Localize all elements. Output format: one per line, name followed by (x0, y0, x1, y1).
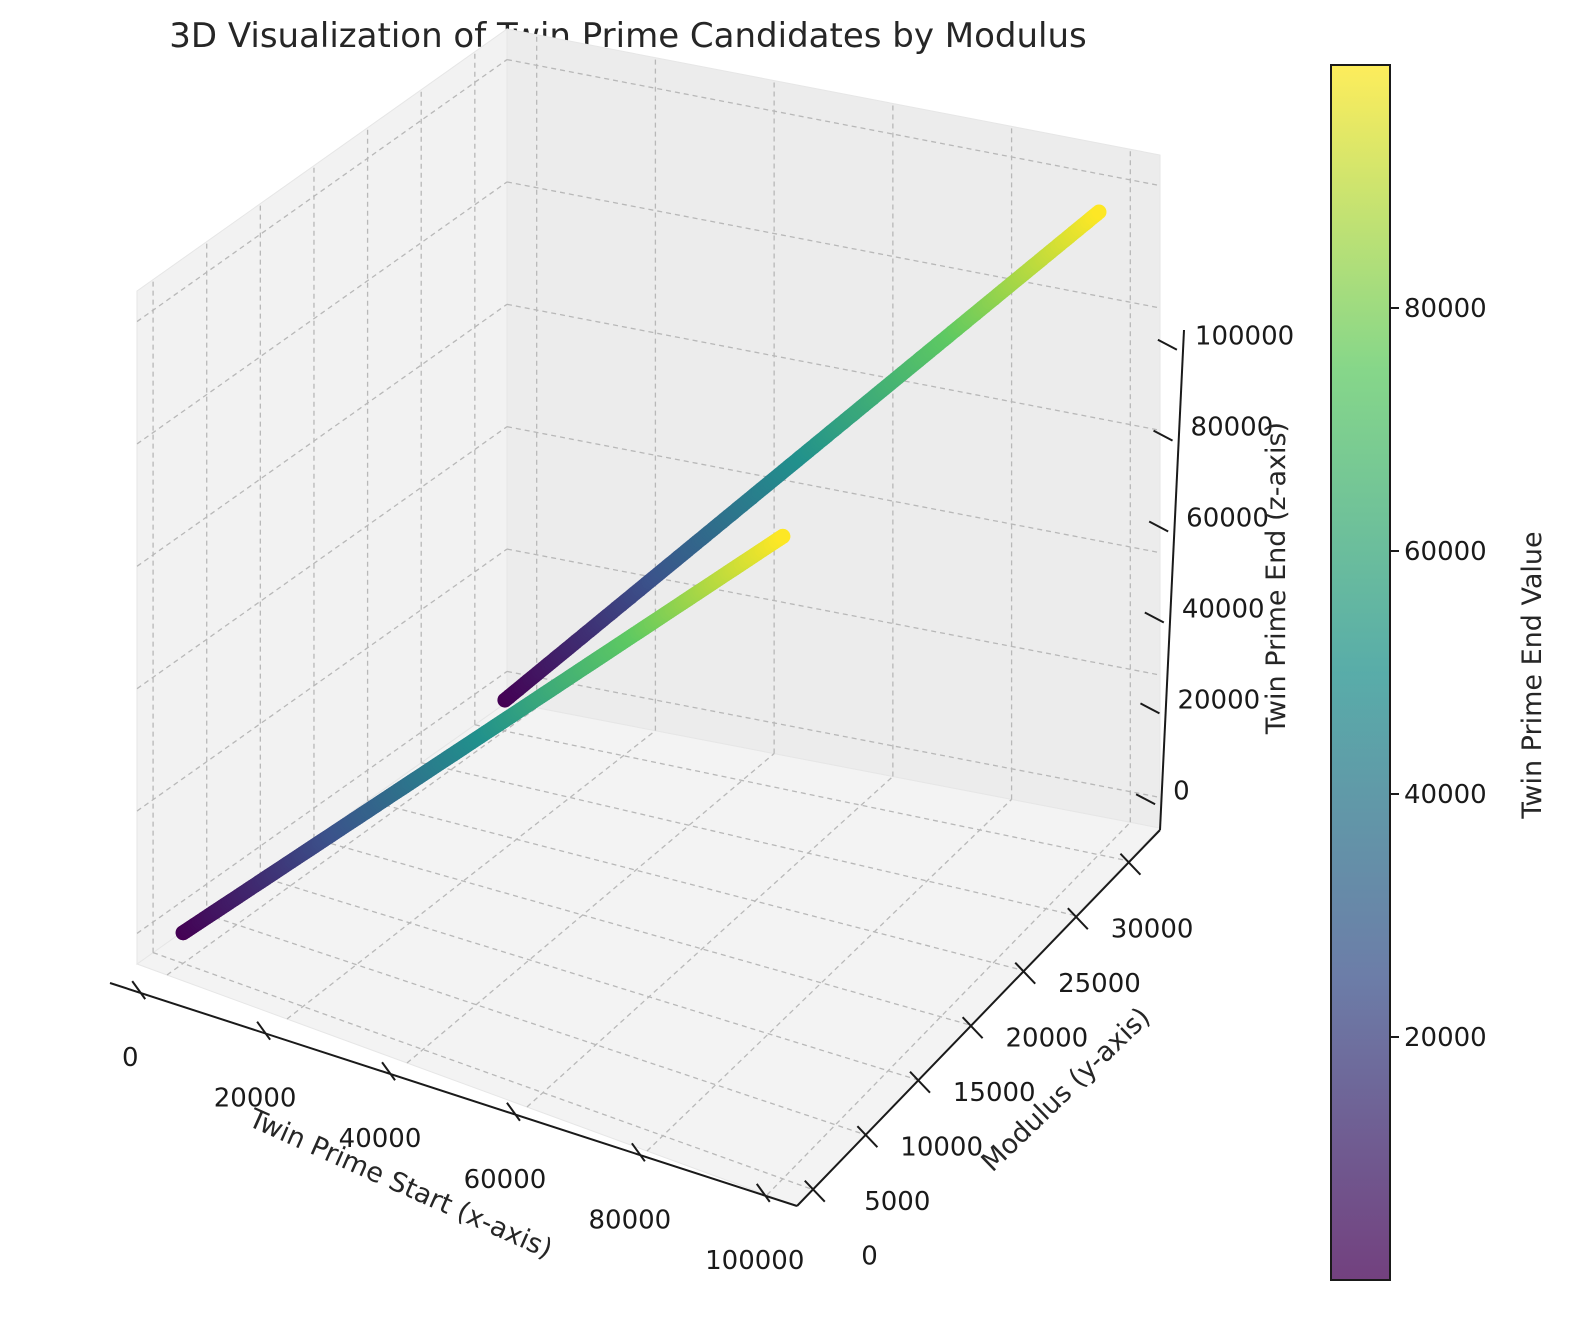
tick-labels: 0 20000 40000 60000 80000 100000 0 5000 10000 150… (122, 322, 1294, 1276)
colorbar-tick-label: 60000 (1404, 537, 1487, 567)
data-point (775, 528, 791, 544)
data-point (1091, 204, 1107, 220)
grid-line-x-floor (526, 775, 894, 1108)
x-tick-mark (256, 1021, 271, 1041)
grid-line-z-left (136, 181, 508, 445)
z-tick-label: 40000 (1182, 594, 1265, 624)
y-tick-label: 20000 (1005, 1024, 1088, 1054)
grid-lines (136, 34, 1161, 1196)
y-tick-mark (804, 1179, 826, 1203)
data-points (175, 204, 1107, 941)
z-tick-label: 80000 (1191, 413, 1274, 443)
chart-title: 3D Visualization of Twin Prime Candidate… (169, 16, 1087, 56)
grid-line-y-floor (474, 724, 1129, 862)
x-tick-mark (755, 1183, 771, 1203)
grid-line-y-floor (421, 762, 1076, 917)
z-tick-mark (1139, 702, 1160, 715)
colorbar: 20000 40000 60000 80000 (1330, 64, 1487, 1281)
x-tick-label: 60000 (464, 1165, 547, 1195)
grid-line-y-floor (367, 800, 1024, 972)
grid-line-z-left (136, 548, 508, 812)
y-tick-label: 0 (861, 1242, 878, 1272)
grid-line-z-left (136, 670, 508, 934)
x-tick-mark (506, 1102, 521, 1122)
colorbar-tick-label: 80000 (1404, 294, 1487, 324)
z-tick-mark (1153, 429, 1174, 442)
x-tick-label: 0 (122, 1043, 139, 1073)
grid-line-z-left (136, 426, 508, 690)
grid-line-x-floor (646, 798, 1013, 1152)
z-tick-label: 20000 (1177, 685, 1260, 715)
colorbar-ticks: 20000 40000 60000 80000 (1390, 294, 1487, 1053)
grid-line-y-floor (313, 838, 971, 1026)
y-tick-mark (1014, 961, 1036, 985)
colorbar-tick-label: 40000 (1404, 780, 1487, 810)
y-tick-label: 10000 (900, 1133, 983, 1163)
z-tick-mark (1157, 338, 1178, 351)
y-tick-label: 15000 (953, 1078, 1036, 1108)
grid-line-x-floor (166, 707, 538, 976)
x-tick-label: 100000 (705, 1246, 804, 1276)
grid-line-z-back (506, 426, 1161, 554)
y-axis-line (796, 829, 1161, 1207)
x-axis-line (109, 982, 798, 1207)
x-tick-mark (381, 1061, 396, 1081)
grid-line-z-back (506, 181, 1161, 309)
grid-line-y-floor (260, 876, 919, 1081)
z-tick-label: 60000 (1186, 504, 1269, 534)
grid-line-z-back (506, 303, 1161, 431)
z-axis-label: Twin Prime End (z-axis) (1261, 422, 1292, 735)
grid-line-z-back (506, 670, 1161, 799)
y-tick-label: 25000 (1058, 969, 1141, 999)
grid-line-x-floor (766, 821, 1131, 1196)
y-tick-mark (856, 1125, 879, 1148)
grid-line-x-floor (286, 730, 656, 1020)
y-tick-mark (909, 1070, 931, 1094)
z-tick-mark (1144, 611, 1165, 624)
y-tick-mark (961, 1016, 984, 1039)
x-tick-label: 40000 (339, 1124, 422, 1154)
z-tick-mark (1148, 520, 1169, 533)
z-tick-mark (1135, 793, 1156, 806)
z-tick-label: 100000 (1195, 322, 1294, 352)
grid-line-x-floor (406, 753, 775, 1064)
x-tick-mark (631, 1142, 646, 1162)
x-tick-label: 20000 (214, 1084, 297, 1114)
y-tick-label: 30000 (1111, 915, 1194, 945)
z-axis-line (1159, 329, 1185, 831)
z-tick-label: 0 (1173, 776, 1190, 806)
axis-lines (109, 329, 1185, 1207)
colorbar-tick-label: 20000 (1404, 1023, 1487, 1053)
y-tick-mark (1067, 907, 1089, 930)
y-tick-label: 5000 (864, 1187, 930, 1217)
y-tick-mark (1119, 853, 1142, 876)
grid-line-z-left (136, 303, 508, 567)
x-tick-mark (131, 980, 147, 1000)
grid-line-z-back (506, 58, 1161, 187)
x-tick-label: 80000 (589, 1205, 672, 1235)
colorbar-label: Twin Prime End Value (1517, 531, 1548, 819)
grid-line-z-back (506, 548, 1161, 676)
grid-line-y-floor (206, 914, 866, 1136)
grid-line-z-left (136, 59, 508, 323)
